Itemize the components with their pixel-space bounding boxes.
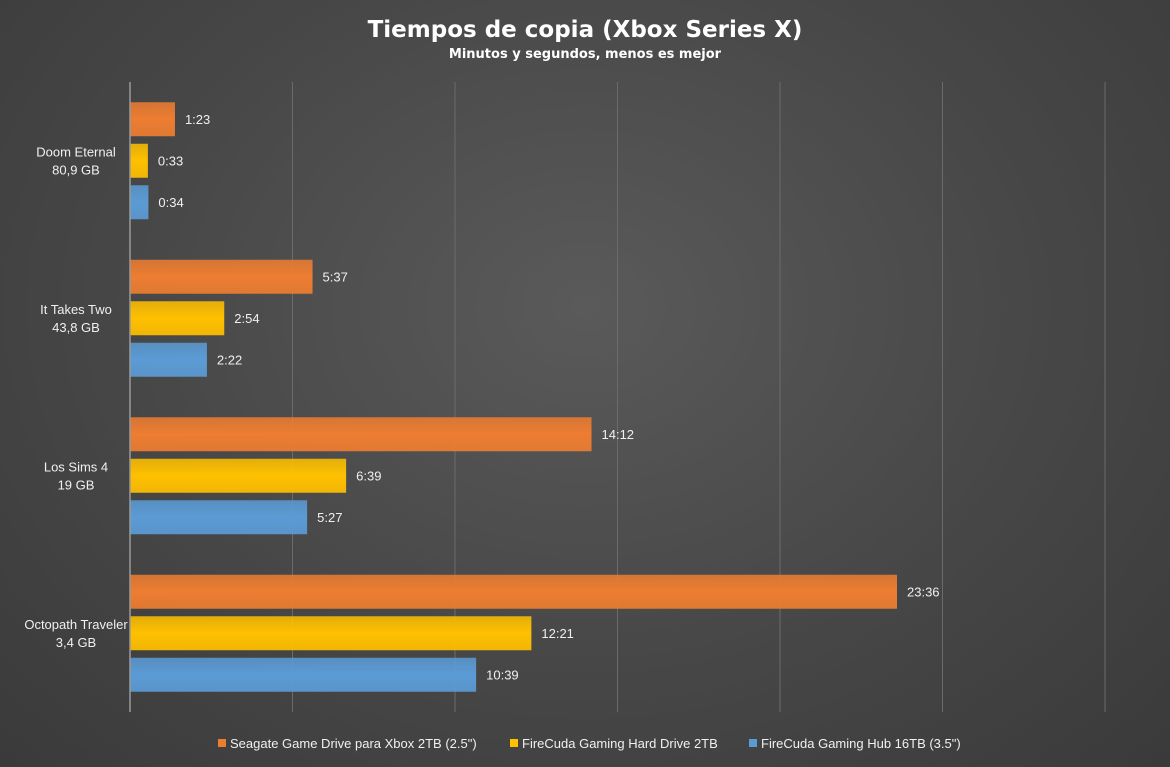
data-label: 1:23 (185, 112, 210, 127)
data-label: 2:54 (234, 311, 259, 326)
legend-swatch (510, 739, 518, 747)
category-label: 3,4 GB (56, 635, 96, 650)
bar (130, 342, 207, 377)
bar (130, 143, 148, 178)
data-label: 12:21 (541, 626, 574, 641)
bar (130, 417, 592, 452)
bar (130, 500, 308, 535)
category-label: It Takes Two (40, 302, 112, 317)
legend-entry: FireCuda Gaming Hub 16TB (3.5") (761, 736, 961, 751)
data-label: 10:39 (486, 667, 519, 682)
bar (130, 657, 477, 692)
category-labels: Doom Eternal 80,9 GB It Takes Two 43,8 GB Lo… (24, 144, 128, 650)
chart-title: Tiempos de copia (Xbox Series X) (368, 17, 803, 43)
bar (130, 259, 313, 294)
data-label: 0:33 (158, 153, 183, 168)
data-label: 6:39 (356, 468, 381, 483)
data-label: 5:27 (317, 510, 342, 525)
category-label: Doom Eternal (36, 144, 116, 159)
bars (130, 102, 897, 692)
legend-swatch (749, 739, 757, 747)
category-label: Los Sims 4 (44, 459, 108, 474)
chart-subtitle: Minutos y segundos, menos es mejor (449, 47, 722, 62)
category-label: Octopath Traveler (24, 617, 128, 632)
bar (130, 102, 175, 137)
category-label: 19 GB (58, 477, 95, 492)
category-label: 80,9 GB (52, 162, 100, 177)
legend-entry: Seagate Game Drive para Xbox 2TB (2.5") (230, 736, 477, 751)
bar (130, 574, 897, 609)
legend-swatch (218, 739, 226, 747)
bar (130, 458, 347, 493)
data-labels: 1:23 0:33 0:34 5:37 2:54 2:22 14:12 6:39 5:27 23:… (158, 112, 940, 683)
data-label: 2:22 (217, 352, 242, 367)
data-label: 14:12 (602, 427, 635, 442)
legend: Seagate Game Drive para Xbox 2TB (2.5") F… (218, 736, 961, 751)
bar (130, 616, 532, 651)
data-label: 0:34 (158, 195, 183, 210)
data-label: 5:37 (323, 269, 348, 284)
bar (130, 301, 225, 336)
legend-entry: FireCuda Gaming Hard Drive 2TB (522, 736, 718, 751)
bar (130, 185, 149, 220)
data-label: 23:36 (907, 584, 940, 599)
category-label: 43,8 GB (52, 320, 100, 335)
